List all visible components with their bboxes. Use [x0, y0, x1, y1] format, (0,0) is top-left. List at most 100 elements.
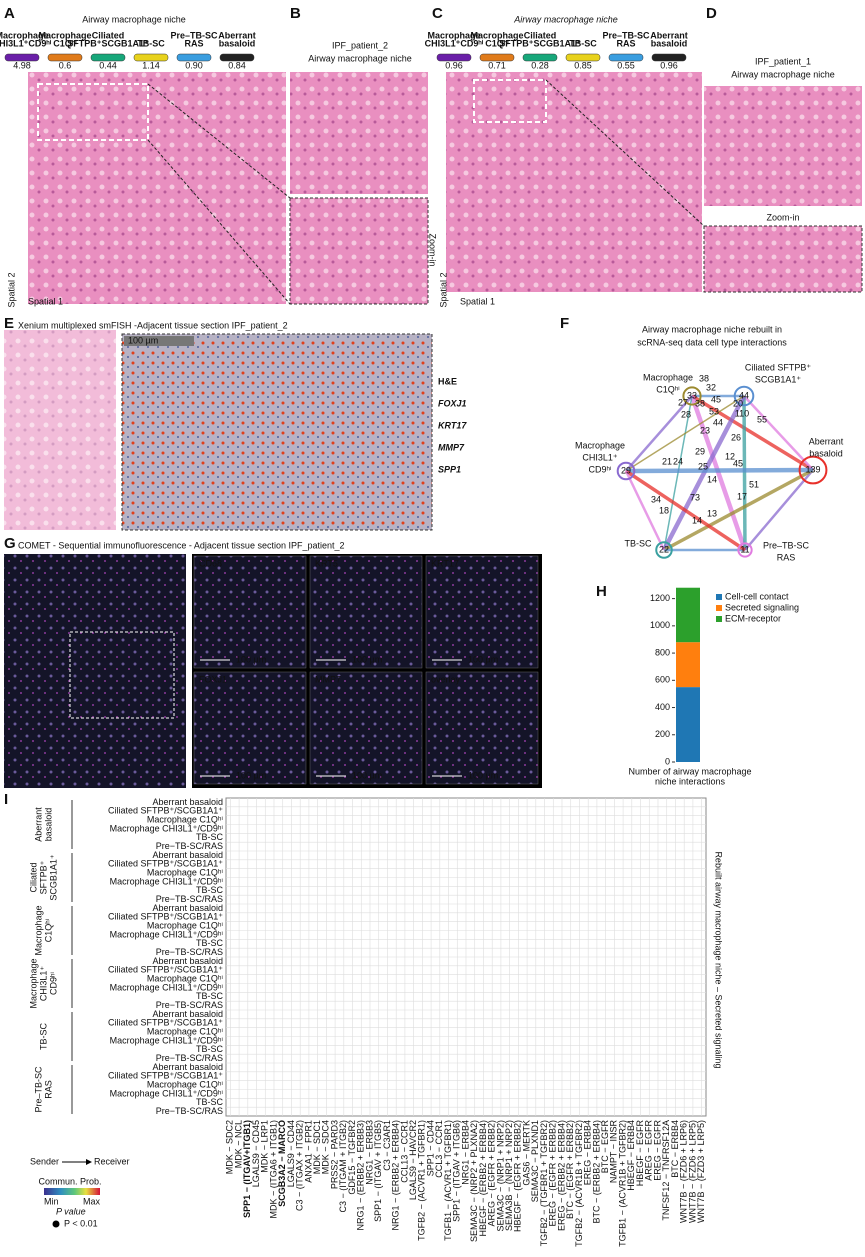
column-label: C3 − C3AR1	[382, 1120, 392, 1171]
panel-title: Xenium multiplexed smFISH -Adjacent tiss…	[18, 320, 288, 330]
panel-title: COMET - Sequential immunofluorescence - …	[18, 540, 345, 550]
scale-label: 100 µm	[128, 335, 158, 345]
network-node	[655, 541, 673, 559]
row-label: TB-SC	[196, 1044, 224, 1054]
node-count: 29	[621, 465, 631, 475]
node-label: Aberrant	[809, 436, 844, 446]
network-edge	[689, 395, 748, 551]
row-label: Pre−TB-SC/RAS	[156, 894, 223, 904]
y-tick-label: 400	[655, 702, 670, 712]
row-label: Macrophage CHI3L1⁺/CD9ʰⁱ	[110, 1088, 224, 1098]
network-node	[798, 455, 828, 485]
sender-label: Aberrant	[33, 807, 43, 842]
legend-label: SPP1	[438, 464, 461, 474]
legend-label: Aberrant	[650, 30, 688, 40]
row-label: Pre−TB-SC/RAS	[156, 1000, 223, 1010]
panel-title: Airway macrophage niche	[513, 14, 618, 24]
panel-title: scRNA-seq data cell type interactions	[637, 337, 787, 347]
column-label: HBEGF − (ERBB2 + ERBB4)	[478, 1120, 488, 1237]
side-label: Rebuilt airway macrophage niche – Secret…	[714, 851, 724, 1068]
sender-label: Macrophage	[33, 905, 43, 955]
row-label: Pre−TB-SC/RAS	[156, 947, 223, 957]
row-label: Macrophage C1Qʰⁱ	[147, 867, 223, 877]
colorbar	[479, 53, 515, 62]
panel-letter: F	[560, 315, 569, 332]
node-label: Ciliated SFTPB⁺	[745, 362, 812, 372]
legend-label: SFTPB⁺SCGB1A1⁺	[499, 38, 581, 48]
legend-label: CHI3L1⁺CD9ʰⁱ	[0, 37, 52, 48]
column-label: NRG1 − (ERBB2 + ERBB4)	[391, 1120, 401, 1231]
column-label: TGFB2 − (TGFBR1 + TGFBR2)	[539, 1120, 549, 1246]
row-label: Aberrant basaloid	[152, 1062, 223, 1072]
legend-label: C1Qʰⁱ	[53, 37, 77, 48]
panel-subtitle: Airway macrophage niche	[308, 53, 412, 63]
y-tick-label: 1000	[650, 620, 670, 630]
column-label: LGALS9 − HAVCR2	[408, 1120, 418, 1200]
sender-label: RAS	[43, 1080, 53, 1099]
edge-label: 53	[709, 406, 719, 416]
column-label: NRG1 − ERBB4	[460, 1120, 470, 1185]
legend-label: Secreted signaling	[725, 602, 799, 612]
legend-label: ECM-receptor	[725, 613, 781, 623]
axis-label: Spatial 2	[438, 272, 448, 307]
legend-label: H&E	[438, 376, 457, 386]
axis-label: Spatial 1	[28, 296, 63, 306]
row-label: TB-SC	[196, 1097, 224, 1107]
edge-label: 23	[700, 425, 710, 435]
legend-label: Aberrant	[218, 30, 256, 40]
colorbar-max: 0.90	[185, 60, 203, 70]
row-label: Pre−TB-SC/RAS	[156, 1053, 223, 1063]
column-label: BTC − ERBB4	[670, 1120, 680, 1178]
edge-label: 13	[707, 508, 717, 518]
colorbar	[436, 53, 472, 62]
column-label: HBEGF − (EGFR + ERBB2)	[513, 1120, 523, 1232]
row-label: Ciliated SFTPB⁺/SCGB1A1⁺	[108, 806, 223, 816]
column-label: SEMA3C − (NRP2 + PLXNA2)	[469, 1120, 479, 1242]
node-label: SCGB1A1⁺	[755, 374, 802, 384]
column-label: GDF15 − TGFBR2	[347, 1120, 357, 1195]
legend-label: CHI3L1⁺CD9ʰⁱ	[425, 37, 484, 48]
row-label: Pre−TB-SC/RAS	[156, 841, 223, 851]
colorbar	[4, 53, 40, 62]
colorbar-max: 0.28	[531, 60, 549, 70]
legend-swatch	[716, 605, 722, 611]
node-label: TB-SC	[625, 538, 653, 548]
column-label: PRSS2 − PARD3	[329, 1120, 339, 1189]
sender-label: C1Qʰⁱ	[43, 918, 53, 942]
row-label: Macrophage CHI3L1⁺/CD9ʰⁱ	[110, 929, 224, 939]
column-label: AREG − (EGFR + ERBB2)	[487, 1120, 497, 1227]
legend-text: P value	[56, 1206, 86, 1216]
panel-subtitle: Airway macrophage niche	[731, 69, 835, 79]
row-label: Aberrant basaloid	[152, 1009, 223, 1019]
network-edge	[743, 395, 814, 471]
edge-label: 28	[681, 409, 691, 419]
edge-label: 51	[749, 479, 759, 489]
column-label: MDK − LRP1	[260, 1120, 270, 1173]
network-node	[737, 542, 753, 558]
legend-label: Cell-cell contact	[725, 591, 789, 601]
legend-label: basaloid	[219, 38, 256, 48]
edge-label: 73	[690, 492, 700, 502]
colorbar	[219, 53, 255, 62]
tile-label: KRT5	[315, 558, 338, 568]
panel-title: Airway macrophage niche rebuilt in	[642, 324, 782, 334]
column-label: ANXA1 − FPR1	[303, 1120, 313, 1183]
row-label: Aberrant basaloid	[152, 956, 223, 966]
node-count: 22	[659, 544, 669, 554]
row-label: Aberrant basaloid	[152, 797, 223, 807]
edge-label: 26	[731, 432, 741, 442]
tile-label: FOXJ1	[199, 674, 227, 684]
row-label: Aberrant basaloid	[152, 903, 223, 913]
sender-label: Macrophage	[28, 958, 38, 1008]
legend-label: TB-SC	[137, 38, 165, 48]
panel-subtitle: IPF_patient_2	[332, 40, 388, 50]
panel-letter: A	[4, 5, 15, 22]
legend-swatch	[716, 594, 722, 600]
row-label: Macrophage C1Qʰⁱ	[147, 973, 223, 983]
edge-label: 14	[692, 515, 702, 525]
column-label: GAS6 − MERTK	[521, 1120, 531, 1186]
y-tick-label: 200	[655, 729, 670, 739]
sender-label: Ciliated	[28, 862, 38, 892]
ifa-tile	[309, 671, 423, 785]
